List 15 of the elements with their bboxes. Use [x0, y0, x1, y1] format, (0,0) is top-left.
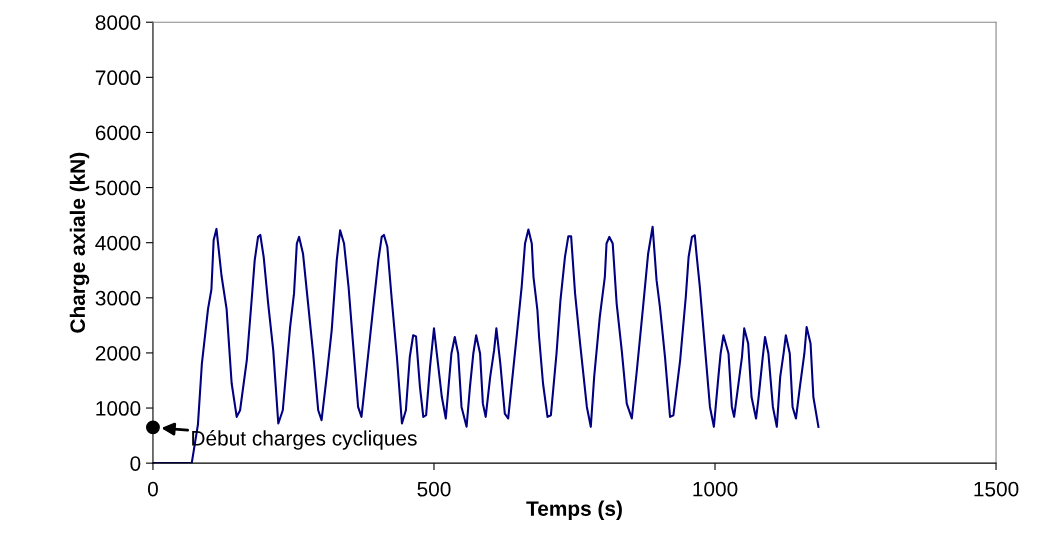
x-tick-label: 500	[417, 481, 451, 497]
y-tick-label: 0	[130, 456, 141, 471]
y-axis-title: Charge axiale (kN)	[69, 152, 90, 333]
x-tick-label: 0	[147, 481, 158, 497]
y-tick-label: 7000	[95, 70, 141, 86]
y-tick-label: 3000	[95, 290, 141, 306]
y-tick-label: 6000	[95, 125, 141, 141]
y-tick-label: 2000	[95, 345, 141, 361]
y-tick-label: 4000	[95, 235, 141, 251]
y-tick-label: 8000	[95, 15, 141, 30]
y-tick-label: 1000	[96, 401, 141, 416]
x-axis-title: Temps (s)	[526, 500, 622, 521]
x-tick-label: 1500	[974, 481, 1019, 497]
x-tick-label: 1000	[693, 481, 738, 497]
y-tick-label: 5000	[95, 180, 141, 196]
